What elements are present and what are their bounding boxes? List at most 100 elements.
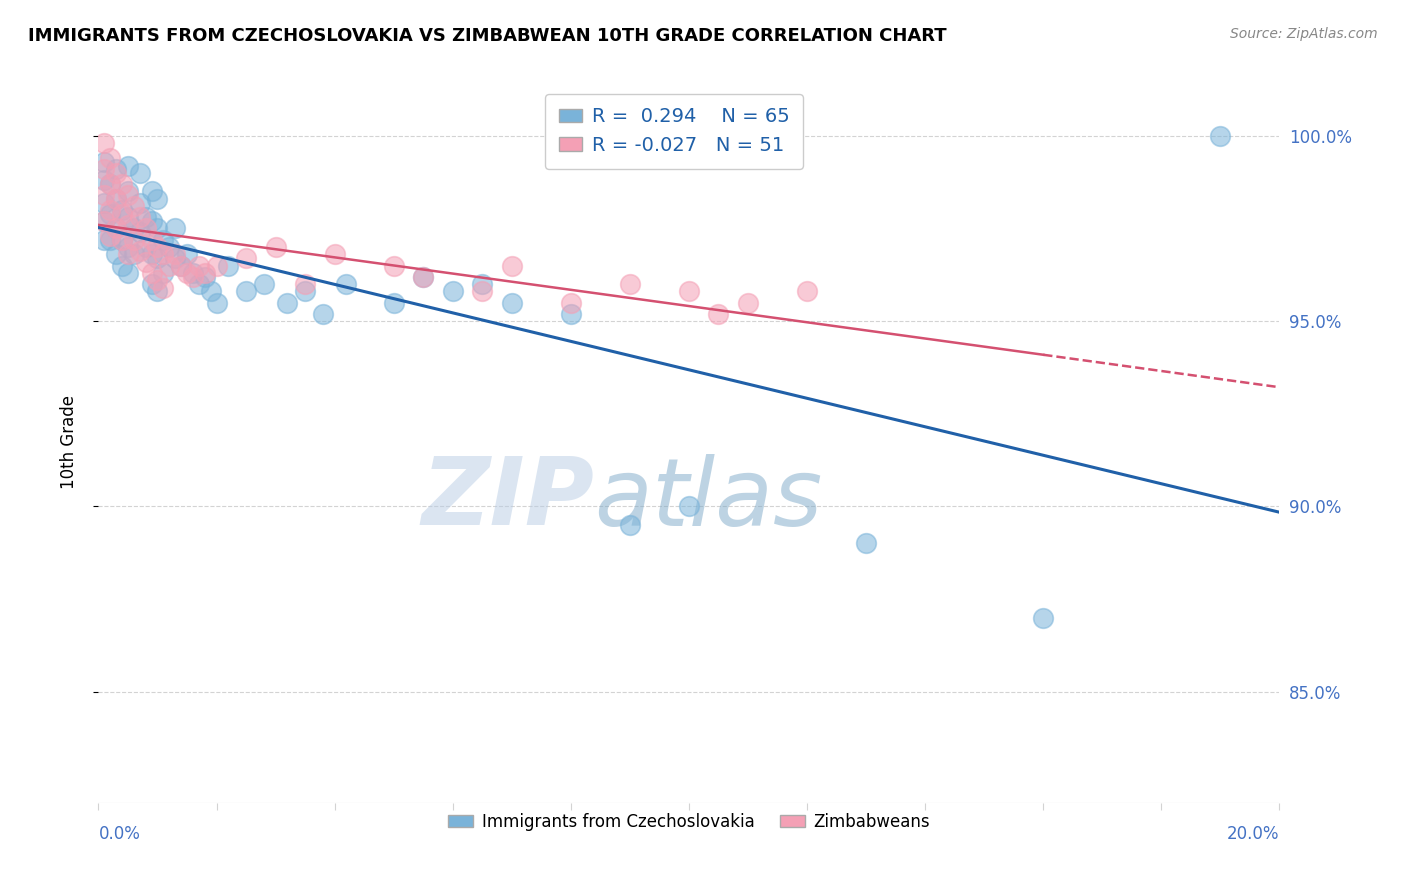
Point [501, 259, 523, 273]
Point [135, 240, 157, 254]
Point [312, 307, 335, 321]
Point [111, 233, 134, 247]
Point [855, 536, 877, 550]
Text: IMMIGRANTS FROM CZECHOSLOVAKIA VS ZIMBABWEAN 10TH GRADE CORRELATION CHART: IMMIGRANTS FROM CZECHOSLOVAKIA VS ZIMBAB… [28, 27, 946, 45]
Point [128, 211, 150, 225]
Point [217, 259, 239, 273]
Point [128, 166, 150, 180]
Point [146, 221, 169, 235]
Point [1209, 128, 1232, 143]
Point [165, 247, 187, 261]
Point [93, 214, 115, 228]
Point [117, 185, 139, 199]
Point [152, 266, 174, 280]
Point [323, 247, 346, 261]
Point [253, 277, 276, 291]
Text: Source: ZipAtlas.com: Source: ZipAtlas.com [1230, 27, 1378, 41]
Point [678, 285, 700, 299]
Point [146, 192, 169, 206]
Point [98, 177, 121, 191]
Point [111, 259, 134, 273]
Point [382, 295, 405, 310]
Point [122, 199, 145, 213]
Point [707, 307, 730, 321]
Point [152, 247, 174, 261]
Point [111, 207, 134, 221]
Point [176, 247, 198, 261]
Point [412, 269, 434, 284]
Point [737, 295, 759, 310]
Point [122, 247, 145, 261]
Point [235, 251, 257, 265]
Point [128, 195, 150, 210]
Point [105, 192, 128, 206]
Point [98, 151, 121, 165]
Point [335, 277, 357, 291]
Text: 0.0%: 0.0% [98, 825, 141, 843]
Point [1032, 610, 1054, 624]
Point [194, 266, 217, 280]
Point [122, 233, 145, 247]
Point [560, 307, 582, 321]
Point [146, 240, 169, 254]
Point [122, 221, 145, 235]
Point [181, 266, 204, 280]
Point [98, 202, 121, 217]
Point [117, 211, 139, 225]
Point [135, 211, 157, 225]
Point [205, 259, 228, 273]
Point [105, 221, 128, 235]
Point [181, 269, 204, 284]
Point [165, 251, 187, 265]
Point [98, 233, 121, 247]
Point [141, 277, 163, 291]
Legend: Immigrants from Czechoslovakia, Zimbabweans: Immigrants from Czechoslovakia, Zimbabwe… [441, 806, 936, 838]
Point [187, 277, 209, 291]
Point [619, 277, 641, 291]
Point [105, 192, 128, 206]
Point [135, 255, 157, 269]
Point [117, 247, 139, 261]
Point [170, 259, 193, 273]
Point [93, 162, 115, 177]
Point [294, 285, 316, 299]
Point [135, 221, 157, 235]
Point [93, 233, 115, 247]
Point [117, 159, 139, 173]
Point [176, 266, 198, 280]
Point [98, 207, 121, 221]
Point [98, 177, 121, 191]
Point [471, 277, 494, 291]
Point [141, 233, 163, 247]
Point [619, 517, 641, 532]
Point [170, 259, 193, 273]
Point [382, 259, 405, 273]
Point [93, 136, 115, 151]
Point [93, 214, 115, 228]
Point [117, 188, 139, 202]
Point [235, 285, 257, 299]
Point [157, 259, 180, 273]
Point [276, 295, 298, 310]
Point [117, 266, 139, 280]
Point [501, 295, 523, 310]
Point [157, 240, 180, 254]
Text: 20.0%: 20.0% [1227, 825, 1279, 843]
Point [412, 269, 434, 284]
Point [678, 500, 700, 514]
Point [117, 218, 139, 232]
Point [93, 188, 115, 202]
Point [117, 240, 139, 254]
Y-axis label: 10th Grade: 10th Grade [59, 394, 77, 489]
Point [471, 285, 494, 299]
Point [200, 285, 222, 299]
Point [441, 285, 464, 299]
Point [141, 266, 163, 280]
Point [165, 221, 187, 235]
Point [98, 228, 121, 243]
Point [93, 154, 115, 169]
Point [264, 240, 287, 254]
Point [152, 233, 174, 247]
Point [294, 277, 316, 291]
Point [128, 225, 150, 239]
